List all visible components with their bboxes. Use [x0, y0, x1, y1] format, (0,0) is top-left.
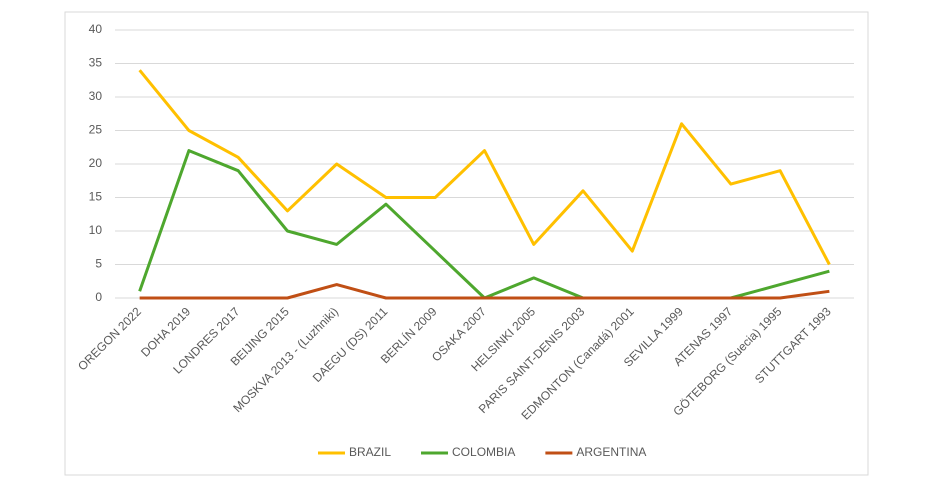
y-tick-label: 30 — [89, 89, 103, 103]
y-tick-label: 0 — [95, 290, 102, 304]
chart-frame — [64, 11, 869, 476]
legend-label: ARGENTINA — [576, 445, 646, 459]
legend-label: BRAZIL — [349, 445, 391, 459]
y-tick-label: 20 — [89, 156, 103, 170]
legend-label: COLOMBIA — [452, 445, 515, 459]
y-tick-label: 10 — [89, 223, 103, 237]
y-tick-label: 15 — [89, 190, 103, 204]
y-tick-label: 35 — [89, 56, 103, 70]
y-tick-label: 25 — [89, 123, 103, 137]
y-tick-label: 5 — [95, 257, 102, 271]
series-line — [139, 283, 830, 300]
series-line — [138, 69, 831, 266]
y-tick-label: 40 — [89, 22, 103, 36]
